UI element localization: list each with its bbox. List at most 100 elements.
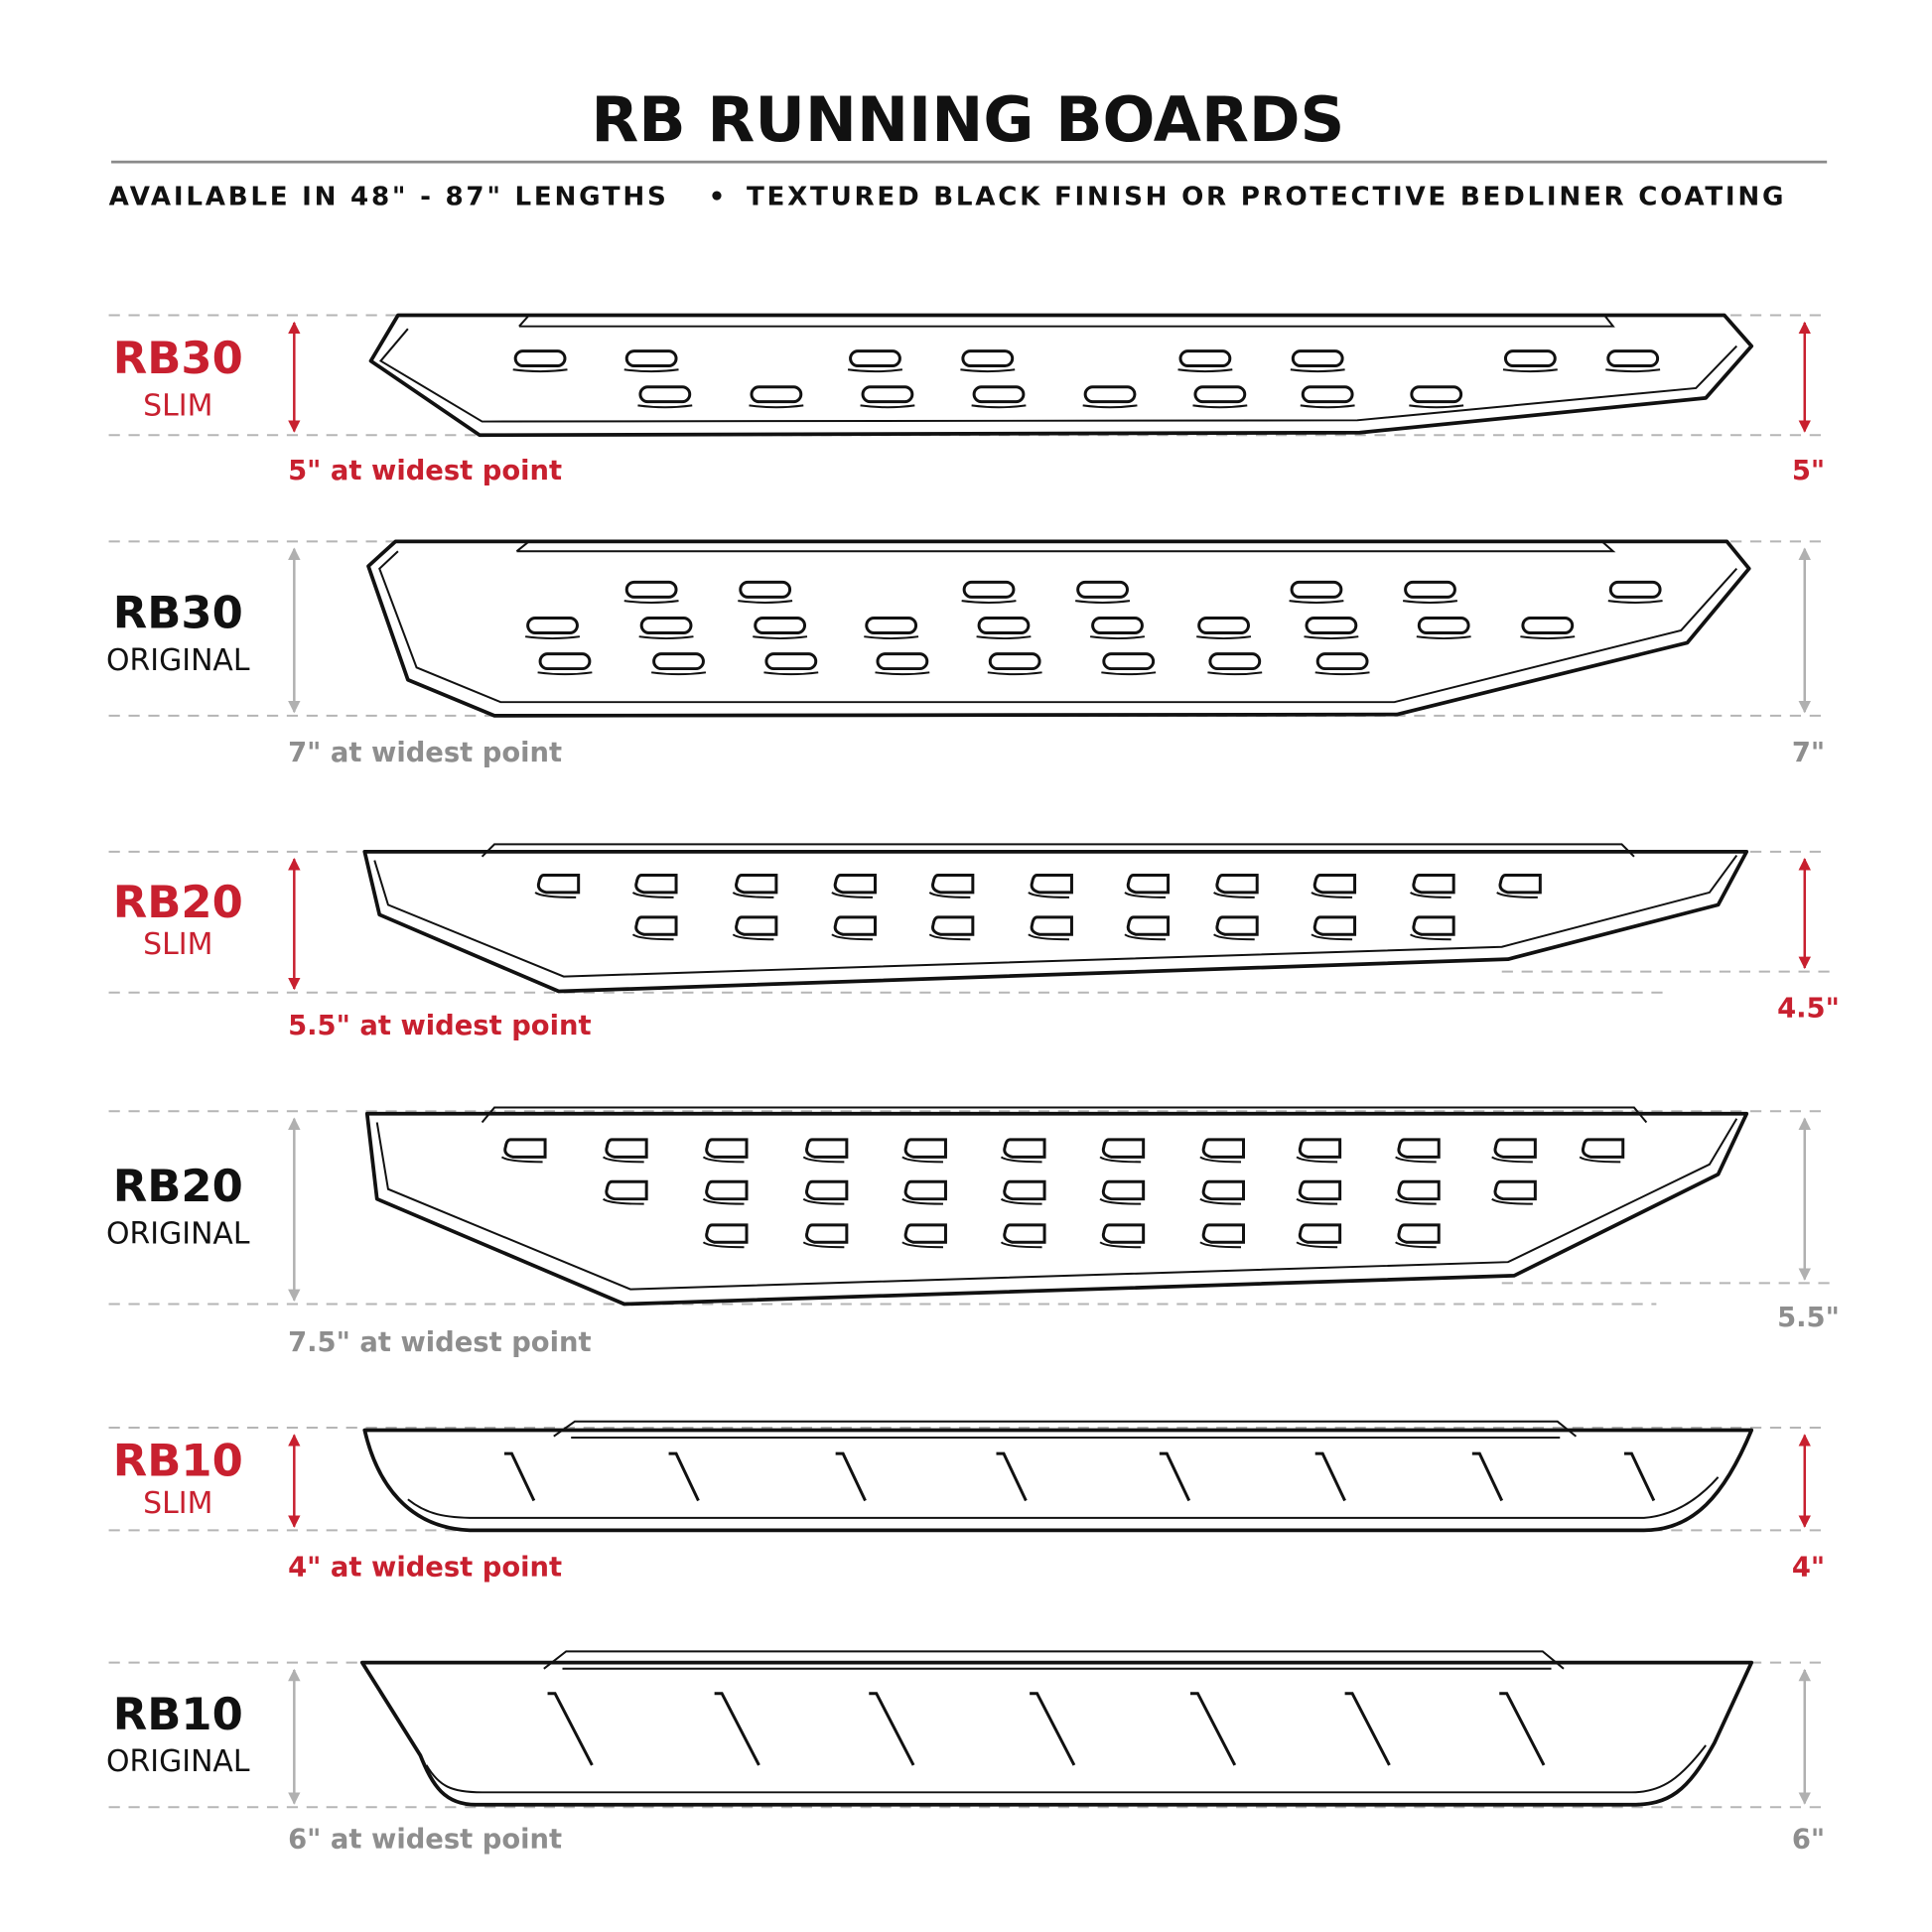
board-outline	[362, 1428, 1754, 1533]
right-dimension: 4.5"	[1777, 994, 1840, 1025]
model-name: RB20	[113, 1160, 243, 1212]
board-inner-edge	[378, 328, 1737, 423]
step-cleat	[634, 873, 678, 895]
step-slot	[1091, 617, 1144, 634]
widest-point-caption: 7.5" at widest point	[288, 1327, 591, 1358]
right-dimension: 4"	[1792, 1552, 1825, 1583]
tread-groove	[1314, 1451, 1346, 1502]
step-cleat-shadow	[732, 892, 774, 898]
step-cleat	[1126, 915, 1171, 936]
step-cleat	[1126, 873, 1171, 895]
step-cleat	[605, 1138, 648, 1159]
step-slot-shadow	[847, 368, 903, 373]
step-cleat	[805, 1138, 849, 1159]
step-slot-shadow	[753, 635, 808, 640]
step-cleat-shadow	[702, 1156, 745, 1164]
model-name: RB20	[113, 876, 243, 928]
step-slot-shadow	[738, 600, 793, 604]
board-inner-edge	[425, 1744, 1707, 1794]
step-slot	[1197, 617, 1250, 634]
step-slot	[865, 617, 918, 634]
step-cleat-shadow	[631, 892, 674, 898]
step-slot-shadow	[1605, 368, 1661, 373]
step-cleat-shadow	[901, 1156, 943, 1164]
step-cleat	[1298, 1179, 1342, 1201]
board-top-lip	[515, 540, 1616, 553]
board-top-lip	[518, 314, 1615, 328]
page-title: RB RUNNING BOARDS	[591, 83, 1344, 156]
step-slot-shadow	[1075, 600, 1131, 604]
step-cleat	[1298, 1223, 1342, 1244]
step-slot-shadow	[971, 404, 1027, 409]
step-cleat	[1201, 1179, 1246, 1201]
step-cleat-shadow	[1000, 1156, 1042, 1164]
step-cleat	[735, 873, 778, 895]
board-top-lip	[553, 1420, 1578, 1439]
step-cleat	[1493, 1138, 1537, 1159]
step-slot	[1608, 580, 1662, 599]
step-slot	[1290, 580, 1343, 599]
step-slot	[1521, 617, 1575, 634]
step-slot	[750, 385, 803, 404]
tread-groove	[1623, 1451, 1656, 1502]
step-cleat	[903, 1223, 947, 1244]
step-slot-shadow	[1289, 600, 1344, 604]
board-top-lip	[543, 1650, 1565, 1670]
step-cleat-shadow	[631, 933, 674, 941]
step-cleat-shadow	[1579, 1156, 1621, 1164]
board-row-rb30-slim: RB30 SLIM 5" at widest point 5"	[108, 313, 1830, 486]
step-cleat-shadow	[1296, 1197, 1338, 1205]
model-variant: SLIM	[143, 388, 212, 423]
right-dimension: 5.5"	[1777, 1303, 1840, 1333]
step-cleat-shadow	[1213, 933, 1255, 941]
step-cleat	[1215, 873, 1259, 895]
step-cleat	[1397, 1138, 1441, 1159]
step-slot-shadow	[1314, 671, 1370, 676]
step-slot-shadow	[1101, 671, 1157, 676]
step-slot-shadow	[512, 368, 568, 373]
tread-groove	[1471, 1451, 1504, 1502]
model-variant: SLIM	[143, 1486, 212, 1521]
step-cleat-shadow	[1000, 1241, 1042, 1249]
step-slot-shadow	[1192, 404, 1248, 409]
step-cleat-shadow	[1311, 933, 1353, 941]
step-slot	[972, 385, 1026, 404]
step-cleat-shadow	[1099, 1156, 1142, 1164]
step-cleat	[1101, 1179, 1146, 1201]
step-cleat	[1312, 915, 1357, 936]
step-cleat-shadow	[1395, 1156, 1437, 1164]
right-dimension: 6"	[1792, 1824, 1825, 1855]
step-cleat	[1003, 1138, 1046, 1159]
step-cleat-shadow	[1199, 1197, 1242, 1205]
step-slot-shadow	[623, 368, 679, 373]
step-slot	[739, 580, 792, 599]
board-inner-edge	[378, 550, 1738, 704]
step-cleat-shadow	[1199, 1241, 1242, 1249]
step-cleat	[1298, 1138, 1342, 1159]
step-slot	[638, 385, 692, 404]
step-cleat	[1215, 915, 1259, 936]
step-slot	[624, 349, 678, 368]
step-slot	[538, 652, 592, 671]
step-slot	[849, 349, 901, 368]
step-cleat-shadow	[1395, 1197, 1437, 1205]
model-name: RB10	[113, 1688, 243, 1740]
step-cleat	[1003, 1179, 1046, 1201]
step-slot	[624, 580, 678, 599]
board-inner-edge	[407, 1476, 1720, 1519]
step-cleat-shadow	[1409, 892, 1451, 898]
step-slot-shadow	[987, 671, 1042, 676]
step-slot	[1417, 617, 1470, 634]
step-slot-shadow	[960, 368, 1016, 373]
step-cleat	[605, 1179, 648, 1201]
step-slot-shadow	[1607, 600, 1663, 604]
board-top-lip	[481, 1106, 1648, 1124]
step-slot	[754, 617, 807, 634]
step-cleat-shadow	[500, 1156, 543, 1164]
tread-groove	[869, 1692, 915, 1766]
board-top-lip	[481, 843, 1635, 858]
step-cleat	[903, 1138, 947, 1159]
step-cleat-shadow	[802, 1241, 845, 1249]
